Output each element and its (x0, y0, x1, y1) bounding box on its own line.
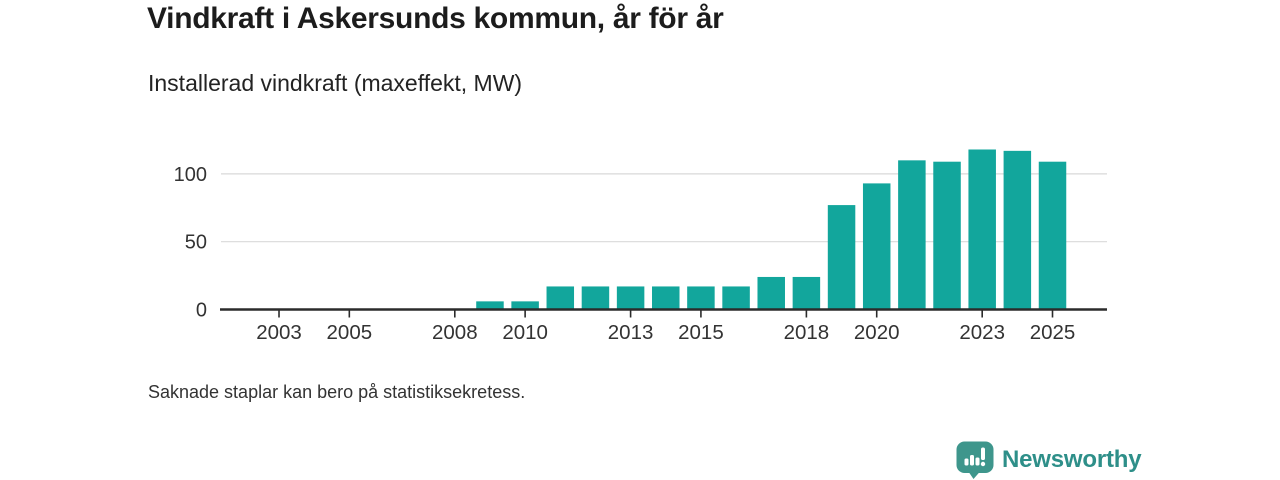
x-tick-label-2005: 2005 (327, 321, 373, 344)
logo-bar-1 (964, 458, 969, 466)
bar-2022 (933, 161, 961, 310)
x-tick-label-2018: 2018 (784, 321, 830, 344)
bar-2013 (616, 286, 645, 310)
bar-2018 (792, 276, 821, 310)
bar-2010 (511, 301, 539, 310)
logo-exclamation-bar (981, 447, 985, 460)
bar-2011 (546, 286, 575, 310)
logo-badge-bubble (956, 441, 994, 473)
bar-chart-svg: 2003 2005 2008 2010 2013 2015 2018 2020 2023 2025… (174, 149, 1107, 344)
chart-title: Vindkraft i Askersunds kommun, år för år (147, 2, 724, 35)
newsworthy-logo: Newsworthy (956, 441, 1142, 479)
bar-2021 (898, 160, 926, 310)
bar-2019 (827, 205, 856, 310)
y-tick-label-0: 0 (196, 300, 207, 322)
newsworthy-logo-icon (956, 441, 994, 479)
bar-2015 (687, 286, 715, 310)
x-tick-label-2015: 2015 (678, 321, 724, 344)
logo-bar-2 (970, 455, 974, 466)
y-tick-label-50: 50 (185, 232, 207, 254)
y-tick-label-100: 100 (174, 164, 207, 186)
x-tick-label-2003: 2003 (256, 321, 302, 344)
bar-2009 (476, 301, 504, 310)
logo-exclamation-dot (980, 461, 986, 467)
bar-2014 (652, 286, 680, 310)
bar-2012 (581, 286, 610, 310)
bar-2017 (757, 276, 785, 310)
chart-subtitle: Installerad vindkraft (maxeffekt, MW) (148, 70, 523, 96)
logo-badge-tail (968, 471, 981, 479)
bar-2023 (968, 149, 996, 310)
bar-2024 (1003, 150, 1032, 310)
logo-bar-3 (975, 457, 980, 466)
bar-2025 (1038, 161, 1067, 310)
chart-area: 2003 2005 2008 2010 2013 2015 2018 2020 2023 2025… (0, 130, 1280, 365)
x-tick-label-2013: 2013 (608, 321, 654, 344)
x-tick-label-2010: 2010 (502, 321, 548, 344)
x-tick-label-2020: 2020 (854, 321, 900, 344)
bar-2016 (722, 286, 750, 310)
x-tick-label-2025: 2025 (1030, 321, 1076, 344)
x-tick-label-2008: 2008 (432, 321, 478, 344)
bar-2020 (862, 183, 891, 310)
x-tick-label-2023: 2023 (959, 321, 1005, 344)
newsworthy-logo-text: Newsworthy (1002, 446, 1142, 473)
chart-footnote: Saknade staplar kan bero på statistiksek… (148, 382, 526, 402)
